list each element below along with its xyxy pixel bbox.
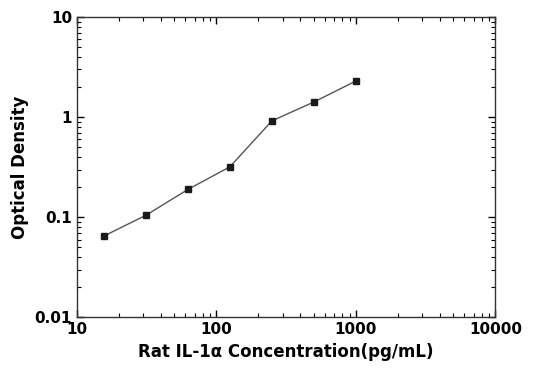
Y-axis label: Optical Density: Optical Density xyxy=(11,96,29,239)
X-axis label: Rat IL-1α Concentration(pg/mL): Rat IL-1α Concentration(pg/mL) xyxy=(139,343,434,361)
